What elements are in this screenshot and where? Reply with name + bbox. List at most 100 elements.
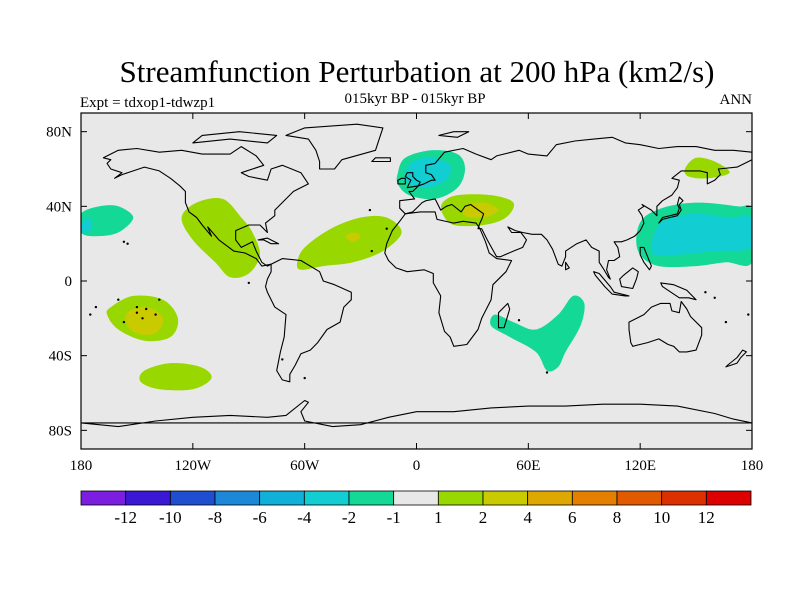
colorbar-swatch: [303, 490, 350, 506]
experiment-label: Expt = tdxop1-tdwzp1: [80, 95, 215, 111]
y-tick-label: 80S: [49, 423, 72, 439]
anomaly-sea-of-okhotsk-positive: [684, 157, 730, 179]
anomaly-southern-ocean-pacific-positive: [139, 362, 212, 391]
island-21: [117, 298, 120, 301]
colorbar-label: -4: [297, 508, 312, 527]
x-tick-label: 180: [741, 458, 764, 474]
island-14: [517, 319, 521, 322]
coastline-greenland: [285, 123, 384, 170]
anomaly-tropical-atlantic-core: [345, 232, 361, 242]
island-3: [145, 307, 148, 311]
coastlines: [81, 123, 752, 428]
island-9: [713, 296, 716, 299]
x-tick-label: 120W: [174, 458, 212, 474]
colorbar-label: 6: [568, 508, 577, 527]
island-15: [368, 208, 372, 212]
colorbar-label: -1: [387, 508, 401, 527]
colorbar-label: -8: [208, 508, 222, 527]
colorbar-label: -6: [253, 508, 267, 527]
island-12: [303, 376, 306, 380]
anomaly-west-pacific-core: [650, 213, 752, 256]
y-tick-label: 40S: [49, 349, 72, 365]
island-19: [158, 298, 161, 301]
colorbar-swatch: [527, 490, 573, 506]
colorbar-swatch: [169, 490, 216, 506]
island-5: [89, 313, 92, 316]
colorbar: -12 -10 -8 -6 -4 -2 -1 1 2 4 6 8 10 12: [80, 490, 752, 527]
y-tick-label: 40N: [46, 199, 72, 215]
y-tick-label: 0: [65, 274, 73, 290]
colorbar-swatch: [348, 490, 395, 506]
x-tick-label: 0: [413, 458, 421, 474]
anomaly-tropical-atlantic-positive: [296, 215, 402, 270]
coastline-antarctica: [81, 399, 752, 428]
x-tick-label: 60W: [290, 458, 320, 474]
coastline-sumatra-java: [593, 271, 630, 297]
island-23: [135, 305, 139, 309]
colorbar-swatch: [705, 490, 752, 506]
anomaly-dateline-north-negative: [81, 205, 134, 237]
colorbar-label: -12: [114, 508, 137, 527]
island-1: [122, 240, 126, 243]
coastline-eurasia: [399, 136, 752, 280]
island-6: [94, 305, 98, 309]
island-10: [704, 291, 707, 294]
island-0: [126, 242, 129, 245]
colorbar-swatch: [616, 490, 663, 506]
anomaly-central-america-positive: [181, 197, 260, 279]
colorbar-swatch: [571, 490, 618, 506]
coastline-iceland: [371, 157, 391, 163]
colorbar-label: 8: [613, 508, 622, 527]
coastline-british-isles: [404, 172, 421, 189]
colorbar-label: 2: [479, 508, 488, 527]
coastline-arctic-islands: [192, 131, 278, 144]
colorbar-label: 1: [434, 508, 443, 527]
coastline-madagascar: [497, 302, 511, 329]
coastline-cuba: [257, 237, 280, 245]
island-8: [747, 313, 750, 316]
anomaly-dateline-north-core: [81, 217, 93, 233]
y-tick-label: 80N: [46, 125, 72, 141]
chart-title: Streamfunction Perturbation at 200 hPa (…: [120, 54, 715, 89]
x-tick-label: 120E: [624, 458, 656, 474]
island-16: [385, 227, 388, 230]
coastline-north-america: [102, 146, 309, 267]
colorbar-swatch: [259, 490, 305, 506]
x-tick-label: 60E: [516, 458, 540, 474]
colorbar-swatch: [661, 490, 707, 506]
island-7: [724, 320, 728, 324]
colorbar-swatch: [80, 490, 127, 506]
coastline-new-zealand: [725, 349, 747, 368]
anomaly-south-indian-ocean-negative: [490, 295, 585, 372]
island-20: [141, 317, 144, 320]
colorbar-label: 4: [523, 508, 532, 527]
chart-subtitle: 015kyr BP - 015kyr BP: [344, 91, 485, 107]
anomaly-mediterranean-core: [462, 202, 499, 218]
coastline-svalbard: [438, 131, 470, 138]
colorbar-label: -2: [342, 508, 356, 527]
island-11: [281, 358, 284, 361]
colorbar-swatch: [214, 490, 261, 506]
colorbar-swatch: [482, 490, 529, 506]
island-18: [247, 281, 250, 285]
map-axes: 180 120W 60W 0 60E 120E 180 80N 40N 0 40S 80S: [46, 113, 763, 474]
coastline-philippines: [639, 246, 652, 271]
coastline-ireland: [397, 177, 406, 185]
x-tick-label: 180: [70, 458, 93, 474]
coastline-new-guinea: [660, 282, 697, 301]
coastline-borneo: [619, 267, 639, 290]
colorbar-label: 12: [698, 508, 715, 527]
colorbar-swatch: [393, 490, 439, 506]
season-label: ANN: [720, 92, 753, 108]
coastline-sri-lanka: [565, 261, 570, 271]
colorbar-label: -10: [159, 508, 182, 527]
island-2: [135, 311, 139, 314]
coastline-australia: [628, 300, 703, 353]
coastline-africa: [384, 211, 513, 347]
coastline-south-america: [264, 258, 352, 383]
colorbar-swatch: [125, 490, 171, 506]
island-17: [370, 249, 373, 253]
island-4: [154, 313, 157, 316]
colorbar-swatch: [437, 490, 484, 506]
